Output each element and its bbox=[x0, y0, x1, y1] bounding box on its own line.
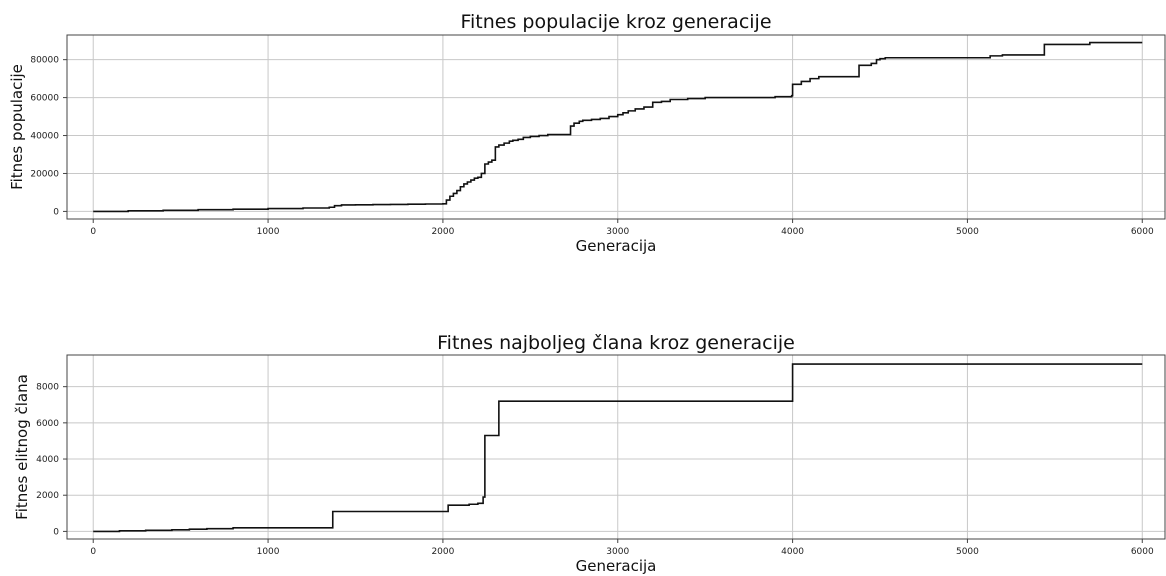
x-tick-label: 6000 bbox=[1131, 227, 1154, 237]
x-tick-label: 0 bbox=[90, 227, 96, 237]
y-axis-label: Fitnes populacije bbox=[8, 64, 26, 190]
x-axis-label: Generacija bbox=[576, 237, 657, 255]
series-points bbox=[93, 42, 1143, 212]
series-line bbox=[93, 41, 1143, 213]
x-tick-label: 3000 bbox=[606, 547, 629, 557]
x-tick-label: 0 bbox=[90, 547, 96, 557]
x-tick-label: 2000 bbox=[431, 227, 454, 237]
y-tick-label: 2000 bbox=[36, 491, 59, 501]
x-tick-label: 3000 bbox=[606, 227, 629, 237]
chart-title: Fitnes populacije kroz generacije bbox=[460, 11, 771, 33]
x-axis-label: Generacija bbox=[576, 557, 657, 575]
x-tick-label: 1000 bbox=[257, 547, 280, 557]
x-tick-label: 5000 bbox=[956, 227, 979, 237]
y-tick-label: 40000 bbox=[30, 132, 59, 142]
y-tick-label: 6000 bbox=[36, 419, 59, 429]
x-tick-label: 5000 bbox=[956, 547, 979, 557]
plot-frame bbox=[66, 34, 1166, 220]
series-line bbox=[93, 363, 1143, 533]
x-tick-label: 4000 bbox=[781, 547, 804, 557]
y-tick-label: 80000 bbox=[30, 56, 59, 66]
y-axis-label: Fitnes elitnog člana bbox=[13, 374, 31, 520]
y-tick-label: 0 bbox=[53, 207, 59, 217]
y-tick-label: 4000 bbox=[36, 455, 59, 465]
y-tick-label: 8000 bbox=[36, 383, 59, 393]
chart-2: 0 1000 2000 3000 4000 5000 6000 0 2000 4000 6000 80… bbox=[13, 332, 1166, 575]
y-tick-label: 60000 bbox=[30, 94, 59, 104]
x-tick-label: 4000 bbox=[781, 227, 804, 237]
x-tick-label: 2000 bbox=[431, 547, 454, 557]
plot-frame bbox=[66, 354, 1166, 540]
chart-title: Fitnes najboljeg člana kroz generacije bbox=[437, 332, 795, 354]
x-tick-label: 1000 bbox=[257, 227, 280, 237]
y-tick-label: 20000 bbox=[30, 169, 59, 179]
x-tick-label: 6000 bbox=[1131, 547, 1154, 557]
series-points bbox=[93, 364, 1143, 532]
chart-1: 0 1000 2000 3000 4000 5000 6000020000400006000… bbox=[8, 11, 1166, 255]
y-tick-label: 0 bbox=[53, 527, 59, 537]
